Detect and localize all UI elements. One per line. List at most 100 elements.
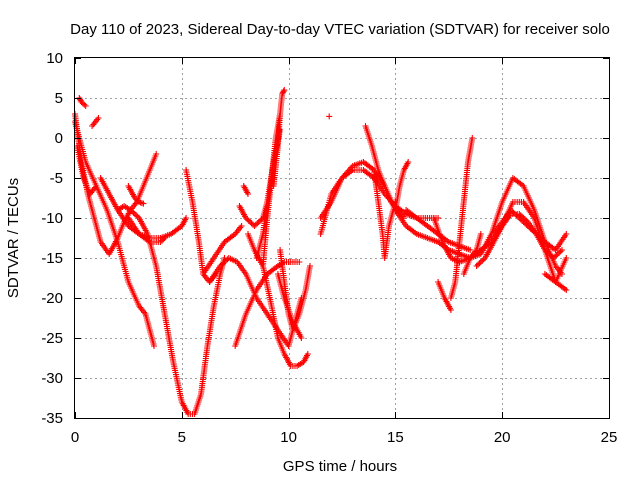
series-arc-b [72, 119, 157, 349]
data-point [153, 151, 160, 157]
data-point [512, 211, 518, 217]
series-arc-s [270, 87, 288, 189]
data-point [254, 220, 261, 227]
data-point [183, 215, 190, 221]
data-point [298, 295, 305, 301]
data-point [277, 127, 284, 133]
data-point [510, 209, 517, 216]
data-point [533, 231, 540, 237]
data-point [477, 259, 484, 265]
data-point [279, 89, 286, 96]
data-point [304, 351, 311, 357]
data-point [541, 247, 548, 253]
data-point [563, 231, 570, 237]
data-point [281, 87, 288, 93]
series-arc-v [285, 295, 305, 349]
data-point [247, 219, 254, 225]
series-arc-e [76, 95, 89, 109]
data-point [563, 255, 570, 261]
data-point [547, 252, 554, 259]
series-arc-i [125, 215, 168, 245]
y-axis-label: SDTVAR / TECUs [5, 178, 22, 298]
data-point [447, 307, 454, 313]
data-point [476, 260, 483, 267]
data-point [477, 231, 484, 237]
x-tick-label: 25 [601, 429, 618, 446]
series-arc-z [362, 123, 407, 221]
data-point [514, 213, 521, 220]
data-point [296, 259, 303, 265]
data-point [550, 255, 557, 261]
data-point [245, 191, 251, 197]
data-point [480, 256, 487, 263]
data-point [473, 263, 480, 269]
data-point [279, 91, 286, 97]
data-point [563, 287, 570, 293]
series-arc-j [183, 167, 219, 285]
data-point [248, 220, 255, 227]
data-point [467, 247, 474, 253]
data-point [523, 221, 530, 228]
x-tick-label: 0 [71, 429, 79, 446]
data-point [238, 223, 245, 229]
series-arc-aj [541, 255, 570, 285]
series-arc-ai [490, 207, 570, 253]
data-point [140, 200, 147, 207]
x-tick-label: 20 [494, 429, 511, 446]
data-point [326, 113, 333, 120]
data-point [221, 259, 228, 265]
y-tick-label: -30 [41, 370, 63, 387]
series-arc-y [326, 113, 333, 120]
data-point [160, 236, 167, 243]
data-point [77, 96, 83, 103]
marks-layer [72, 87, 570, 417]
data-point [559, 247, 565, 253]
data-point [532, 229, 538, 236]
data-point [475, 261, 481, 268]
series-arc-r [253, 127, 284, 261]
series-arc-ab [392, 159, 412, 213]
data-point [82, 103, 89, 109]
chart-title: Day 110 of 2023, Sidereal Day-to-day VTE… [70, 21, 610, 38]
y-tick-label: 5 [55, 90, 63, 107]
series-arc-o [240, 183, 251, 197]
y-tick-label: -25 [41, 330, 63, 347]
axis-layer: 0 5 10 15 20 25 -35 -30 -25 -20 -15 -10 -5 0 5 10 [41, 50, 617, 446]
series-arc-ae [435, 279, 454, 313]
data-point [81, 101, 88, 108]
data-point [298, 335, 305, 341]
series-arc-h [125, 183, 147, 207]
data-point [255, 219, 262, 225]
y-tick-label: -5 [50, 170, 63, 187]
data-point [251, 223, 258, 229]
data-point [534, 232, 541, 239]
data-point [529, 227, 536, 233]
data-point [218, 261, 225, 268]
data-point [553, 252, 560, 259]
data-point [130, 209, 137, 216]
x-tick-label: 15 [387, 429, 404, 446]
y-tick-label: -35 [41, 410, 63, 427]
data-point [469, 135, 476, 141]
data-point [544, 249, 551, 256]
data-point [131, 195, 138, 201]
data-point [522, 220, 528, 227]
series-arc-af [447, 135, 476, 301]
y-tick-label: -15 [41, 250, 63, 267]
data-point [509, 208, 516, 215]
series-arc-c [74, 143, 100, 197]
data-point [517, 216, 524, 223]
y-tick-label: 10 [46, 50, 63, 67]
y-tick-label: -10 [41, 210, 63, 227]
data-point [252, 221, 259, 228]
data-point [516, 215, 523, 221]
data-point [244, 216, 251, 223]
data-point [527, 225, 534, 232]
data-point [526, 224, 533, 231]
data-point [551, 253, 558, 260]
x-tick-label: 10 [280, 429, 297, 446]
y-tick-label: -20 [41, 290, 63, 307]
series-arc-k [200, 223, 245, 277]
data-point [400, 215, 407, 221]
